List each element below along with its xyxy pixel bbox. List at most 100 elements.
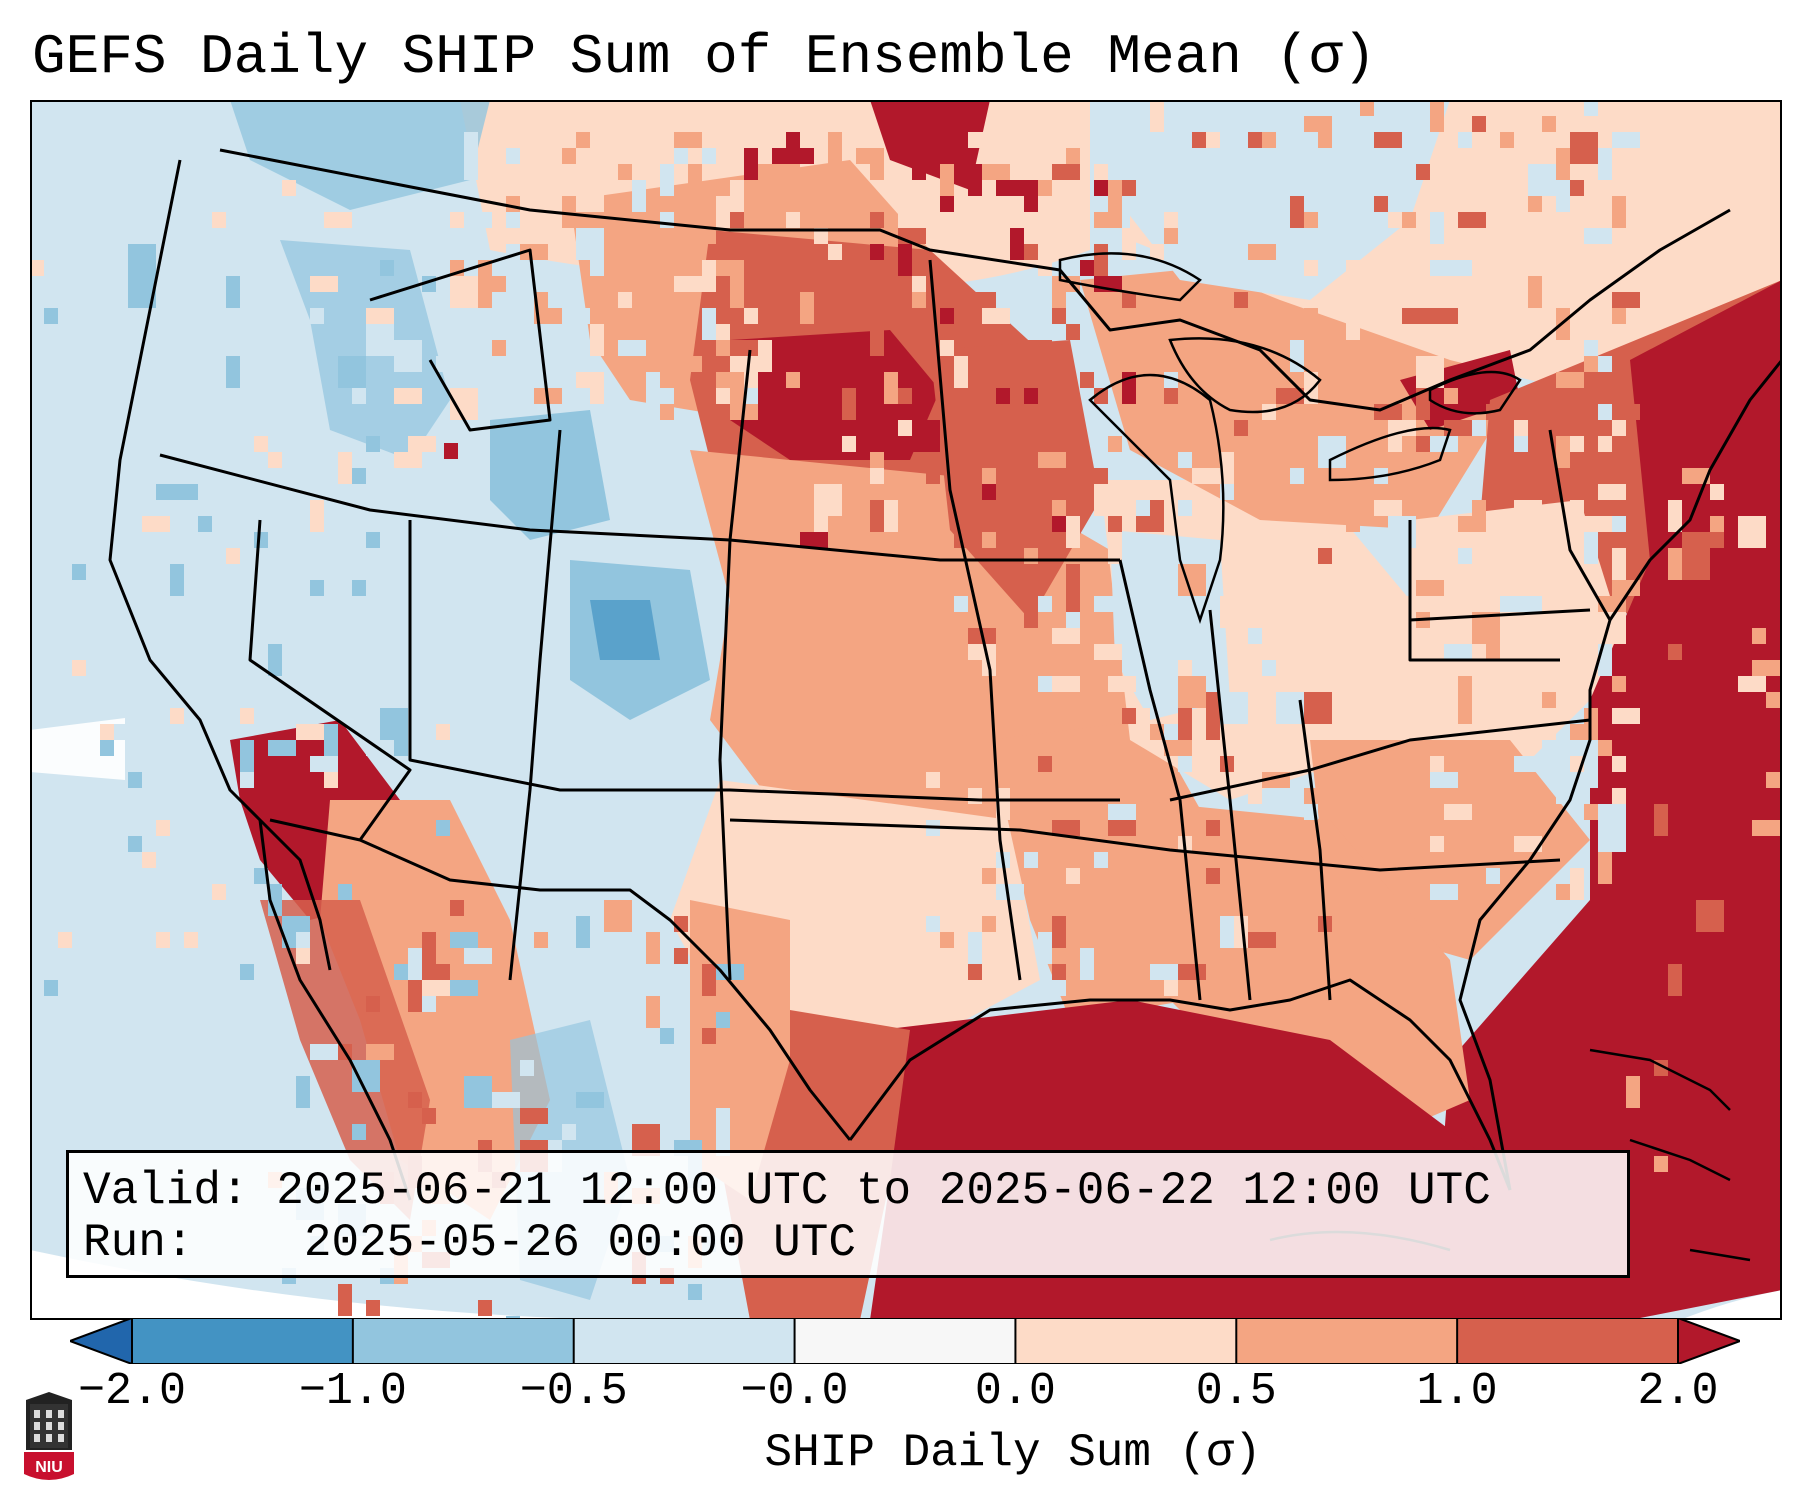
grid-cell	[968, 164, 982, 196]
grid-cell	[1570, 180, 1584, 196]
grid-cell	[1570, 500, 1584, 516]
grid-cell	[618, 340, 646, 356]
grid-cell	[1472, 708, 1486, 724]
grid-cell	[1164, 388, 1178, 404]
grid-cell	[1122, 916, 1150, 948]
grid-cell	[996, 484, 1010, 500]
grid-cell	[618, 164, 632, 180]
grid-cell	[1444, 420, 1472, 436]
grid-cell	[1710, 484, 1724, 500]
grid-cell	[268, 452, 282, 468]
grid-cell	[1010, 228, 1024, 260]
grid-cell	[1052, 980, 1066, 996]
grid-cell	[1584, 532, 1598, 564]
colorbar-segment	[1236, 1318, 1458, 1364]
grid-cell	[772, 148, 786, 164]
grid-cell	[1192, 468, 1220, 484]
grid-cell	[1304, 212, 1318, 228]
grid-cell	[1318, 116, 1332, 148]
grid-cell	[1304, 260, 1318, 276]
grid-cell	[212, 884, 226, 900]
grid-cell	[1528, 564, 1542, 580]
grid-cell	[646, 388, 674, 404]
grid-cell	[1514, 420, 1528, 436]
grid-cell	[1108, 660, 1122, 676]
grid-cell	[1024, 388, 1038, 404]
grid-cell	[590, 180, 604, 212]
grid-cell	[1584, 132, 1598, 148]
grid-cell	[1430, 756, 1444, 772]
grid-cell	[1556, 548, 1570, 564]
grid-cell	[1080, 948, 1094, 980]
grid-cell	[226, 356, 240, 388]
grid-cell	[1626, 1076, 1640, 1108]
grid-cell	[478, 212, 492, 228]
grid-cell	[1458, 884, 1472, 900]
colorbar-segment	[1457, 1318, 1679, 1364]
grid-cell	[1066, 516, 1080, 548]
grid-cell	[1430, 884, 1458, 900]
grid-cell	[1738, 516, 1766, 548]
colorbar-tick-label: 0.0	[974, 1366, 1056, 1417]
grid-cell	[506, 196, 520, 212]
grid-cell	[1304, 116, 1318, 132]
grid-cell	[338, 356, 366, 388]
grid-cell	[296, 932, 310, 948]
map-panel[interactable]	[30, 100, 1782, 1320]
grid-cell	[856, 372, 870, 404]
grid-cell	[1682, 468, 1710, 484]
grid-cell	[940, 308, 954, 324]
grid-cell	[1556, 564, 1570, 580]
grid-cell	[1514, 708, 1528, 740]
grid-cell	[1360, 100, 1374, 116]
grid-cell	[1416, 356, 1444, 388]
grid-cell	[744, 404, 758, 420]
grid-cell	[1584, 612, 1598, 628]
grid-cell	[590, 260, 604, 276]
grid-cell	[268, 644, 282, 676]
grid-cell	[1164, 612, 1178, 628]
grid-cell	[1346, 500, 1360, 532]
grid-cell	[44, 308, 58, 324]
grid-cell	[674, 148, 688, 164]
grid-cell	[1612, 788, 1626, 804]
grid-cell	[156, 820, 170, 836]
domain-edge-white	[30, 1250, 630, 1320]
grid-cell	[870, 500, 884, 532]
grid-cell	[478, 260, 492, 292]
grid-cell	[1570, 148, 1598, 164]
grid-cell	[128, 244, 156, 276]
grid-cell	[1542, 692, 1556, 708]
grid-cell	[1430, 436, 1458, 452]
grid-cell	[1738, 676, 1766, 692]
grid-cell	[1444, 388, 1458, 404]
state-borders	[108, 148, 1782, 1201]
grid-cell	[1066, 580, 1080, 612]
grid-cell	[1052, 820, 1080, 836]
grid-cell	[1612, 708, 1640, 724]
grid-cell	[1164, 212, 1178, 228]
ship-anomaly-map[interactable]	[30, 100, 1782, 1320]
grid-cell	[1458, 132, 1472, 148]
grid-cell	[730, 372, 744, 388]
grid-cell	[366, 436, 380, 452]
grid-cell	[1220, 196, 1234, 212]
grid-cell	[982, 916, 996, 932]
grid-cell	[1206, 868, 1220, 884]
grid-cell	[240, 964, 254, 980]
colorbar-segment	[1015, 1318, 1237, 1364]
grid-cell	[1556, 676, 1570, 708]
grid-cell	[226, 548, 240, 564]
grid-cell	[1150, 100, 1164, 132]
grid-cell	[310, 308, 324, 324]
grid-cell	[1094, 388, 1108, 404]
grid-cell	[1416, 436, 1430, 452]
grid-cell	[716, 260, 744, 276]
niu-logo-text: NIU	[35, 1459, 63, 1476]
grid-cell	[450, 932, 478, 948]
grid-cell	[870, 244, 884, 260]
grid-cell	[1346, 260, 1374, 276]
grid-cell	[1038, 596, 1052, 612]
grid-cell	[1262, 132, 1276, 148]
grid-cell	[1766, 772, 1782, 788]
